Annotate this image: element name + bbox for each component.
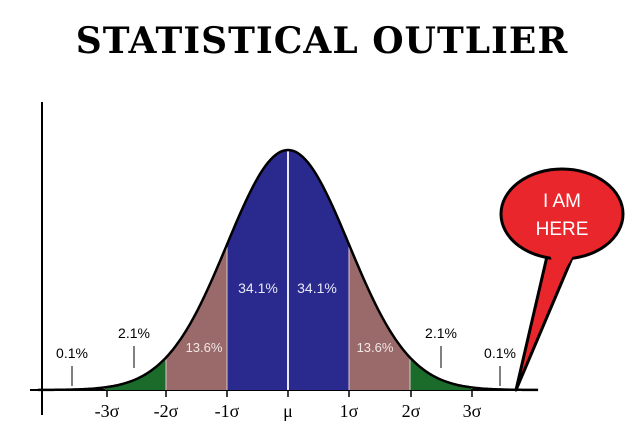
meme-title: STATISTICAL OUTLIER xyxy=(75,20,569,62)
x-tick-label: -3σ xyxy=(95,401,120,421)
region-center-left xyxy=(227,150,288,390)
speech-bubble-joint-cover xyxy=(549,250,573,268)
x-tick-label: 2σ xyxy=(402,401,421,421)
region-tail-left xyxy=(105,357,166,390)
x-tick-label: 3σ xyxy=(463,401,482,421)
x-tick-label: -1σ xyxy=(215,401,240,421)
label-far-left-percent: 0.1% xyxy=(56,345,88,361)
speech-bubble-tail xyxy=(514,250,574,392)
label-middle-left-percent: 13.6% xyxy=(186,340,223,355)
x-tick-label: μ xyxy=(283,401,293,421)
region-tail-right xyxy=(410,357,471,390)
label-far-right-percent: 0.1% xyxy=(484,345,516,361)
region-center-right xyxy=(288,150,349,390)
label-tail-left-percent: 2.1% xyxy=(118,325,150,341)
x-tick-label: -2σ xyxy=(154,401,179,421)
x-tick-label: 1σ xyxy=(340,401,359,421)
label-center-left-percent: 34.1% xyxy=(238,280,278,296)
callout-line-1: I AM xyxy=(543,191,581,212)
label-center-right-percent: 34.1% xyxy=(297,280,337,296)
speech-bubble-body xyxy=(499,167,625,261)
x-ticks xyxy=(106,390,473,397)
bell-curve xyxy=(37,148,539,392)
label-middle-right-percent: 13.6% xyxy=(357,340,394,355)
label-tail-right-percent: 2.1% xyxy=(425,325,457,341)
callout-line-2: HERE xyxy=(536,219,589,240)
speech-bubble: I AM HERE xyxy=(499,167,625,392)
